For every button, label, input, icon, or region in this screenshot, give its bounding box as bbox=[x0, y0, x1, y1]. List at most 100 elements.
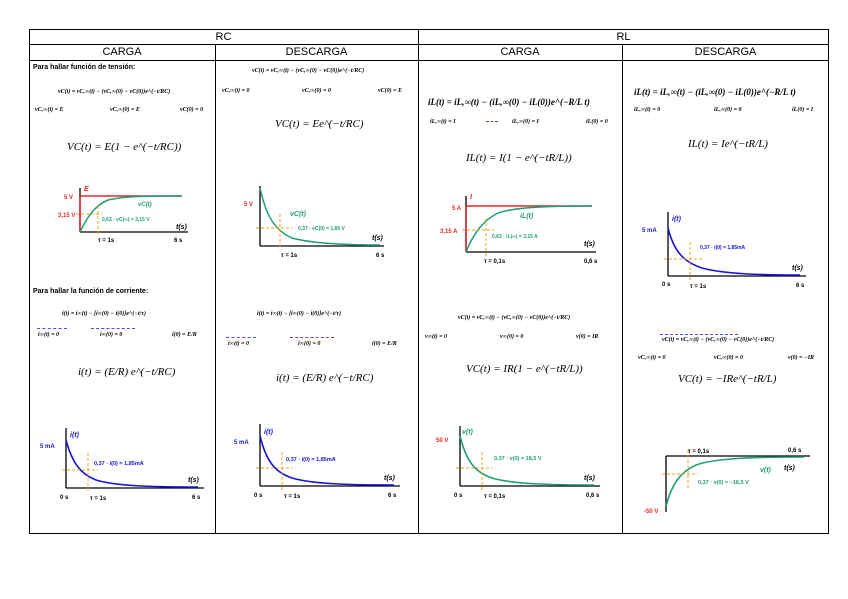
annotation-label: 0,37 · vC(0) = 1,85 V bbox=[298, 226, 345, 232]
source-label: I bbox=[470, 194, 473, 201]
current-condition: i∞(0) = 0 bbox=[100, 332, 123, 338]
column-rl-carga: CARGA bbox=[500, 46, 540, 58]
voltage-result-equation: VC(t) = IR(1 − e^(−tR/L)) bbox=[466, 363, 583, 375]
dashed-underline bbox=[91, 328, 135, 329]
current-condition: i(0) = E/R bbox=[372, 341, 397, 347]
current-general-equation: iL(t) = iL,∞(t) − (iL,∞(0) − iL(0))e^(−R… bbox=[634, 87, 796, 97]
section-voltage-title: Para hallar función de tensión: bbox=[33, 64, 136, 71]
current-condition: i∞(t) = 0 bbox=[228, 341, 250, 347]
voltage-result-equation: VC(t) = E(1 − e^(−t/RC)) bbox=[67, 141, 182, 153]
curve-label: v(t) bbox=[760, 467, 772, 474]
tau-label: τ = 1s bbox=[90, 496, 107, 502]
current-condition: iL(0) = I bbox=[792, 107, 814, 113]
dashed-underline bbox=[37, 328, 67, 329]
col-divider-3 bbox=[622, 44, 623, 534]
header-rl: RL bbox=[616, 31, 631, 43]
voltage-condition: vC(0) = E bbox=[378, 88, 403, 94]
t0-label: 0 s bbox=[60, 495, 69, 501]
tau-label: τ = 1s bbox=[284, 494, 301, 500]
current-result-equation: i(t) = (E/R) e^(−t/RC) bbox=[78, 366, 176, 378]
curve-label: vC(t) bbox=[290, 211, 307, 218]
tau-label: τ = 1s bbox=[281, 253, 298, 259]
column-rc-descarga: DESCARGA bbox=[285, 46, 348, 58]
level-label: 5 V bbox=[64, 195, 73, 201]
dashed-underline bbox=[226, 337, 256, 338]
t-end-label: 6 s bbox=[376, 253, 385, 259]
current-condition: iL,∞(0) = I bbox=[512, 119, 539, 125]
t0-label: 0 s bbox=[454, 493, 463, 499]
header-rc: RC bbox=[215, 31, 232, 43]
voltage-general-equation: vC(t) = vC,∞(t) − (vC,∞(0) − vC(0))e^(−t… bbox=[662, 337, 775, 343]
level-label: 5 A bbox=[452, 206, 462, 212]
level-label: 5 V bbox=[244, 202, 253, 208]
current-result-equation: i(t) = (E/R) e^(−t/RC) bbox=[276, 372, 374, 384]
annotation-label: 0,63 · vC(∞) = 3,15 V bbox=[102, 217, 150, 223]
voltage-condition: vC,∞(0) = 0 bbox=[714, 355, 743, 361]
voltage-condition: vC,∞(0) = 0 bbox=[302, 88, 331, 94]
t0-label: 0 s bbox=[662, 282, 671, 288]
curve-label: i(t) bbox=[264, 429, 274, 436]
source-label: E bbox=[84, 186, 89, 193]
curve-label: v(t) bbox=[462, 429, 474, 436]
curve-label: iL(t) bbox=[520, 213, 534, 220]
curve-label: i(t) bbox=[70, 432, 80, 439]
axis-label: t(s) bbox=[584, 241, 596, 248]
axis-label: t(s) bbox=[372, 235, 384, 242]
t-end-label: 0,6 s bbox=[788, 448, 802, 454]
curve-label: vC(t) bbox=[138, 202, 152, 208]
tau-label: τ = 0,1s bbox=[484, 494, 506, 500]
voltage-general-equation: vC(t) = vC,∞(t) − (vC,∞(0) − vC(0))e^(−t… bbox=[58, 89, 171, 95]
dashed-underline bbox=[486, 121, 498, 122]
mark-label: 3,15 A bbox=[440, 229, 458, 235]
current-general-equation: i(t) = i∞(t) − [i∞(0) − i(0)]e^(−t/τ) bbox=[257, 311, 341, 317]
section-current-title: Para hallar la función de corriente: bbox=[33, 288, 149, 295]
current-result-equation: IL(t) = I(1 − e^(−tR/L)) bbox=[466, 152, 572, 164]
t-end-label: 6 s bbox=[192, 495, 201, 501]
axis-label: t(s) bbox=[792, 265, 804, 272]
annotation-label: 0,37 · v(0) = −18,5 V bbox=[698, 480, 749, 486]
column-rc-carga: CARGA bbox=[102, 46, 142, 58]
t-end-label: 0,6 s bbox=[584, 259, 598, 265]
t-end-label: 6 s bbox=[388, 493, 397, 499]
header-divider bbox=[29, 44, 829, 45]
axis-label: t(s) bbox=[784, 465, 796, 472]
level-label: 5 mA bbox=[40, 444, 55, 450]
level-label: 50 V bbox=[436, 438, 448, 444]
mark-label: 3,15 V bbox=[58, 213, 75, 219]
columns-divider bbox=[29, 60, 829, 61]
voltage-condition: vC,∞(t) = 0 bbox=[638, 355, 666, 361]
voltage-condition: vC(0) = 0 bbox=[180, 107, 204, 113]
t-end-label: 6 s bbox=[174, 238, 183, 244]
annotation-label: 0,63 · iL(∞) = 3,15 A bbox=[492, 234, 538, 240]
rc-rl-table bbox=[29, 29, 829, 534]
current-result-equation: IL(t) = Ie^(−tR/L) bbox=[688, 138, 768, 150]
tau-label: τ = 0,1s bbox=[484, 259, 506, 265]
t-end-label: 6 s bbox=[796, 283, 805, 289]
current-condition: i(0) = E/R bbox=[172, 332, 197, 338]
level-label: -50 V bbox=[644, 509, 658, 515]
voltage-general-equation: vC(t) = vC,∞(t) − (vC,∞(0) − vC(0))e^(−t… bbox=[252, 68, 365, 74]
voltage-result-equation: VC(t) = −IRe^(−tR/L) bbox=[678, 373, 777, 385]
current-condition: iL(0) = 0 bbox=[586, 119, 608, 125]
current-condition: iL,∞(t) = 0 bbox=[634, 107, 661, 113]
axis-label: t(s) bbox=[584, 475, 596, 482]
current-condition: iL,∞(t) = I bbox=[430, 119, 456, 125]
voltage-general-equation: vC(t) = vC,∞(t) − (vC,∞(0) − vC(0))e^(−t… bbox=[458, 315, 571, 321]
column-rl-descarga: DESCARGA bbox=[694, 46, 757, 58]
voltage-condition: vC,∞(0) = E bbox=[110, 107, 140, 113]
current-condition: iL,∞(0) = 0 bbox=[714, 107, 742, 113]
axis-label: t(s) bbox=[188, 477, 200, 484]
tau-label: τ = 1s bbox=[690, 284, 707, 290]
current-general-equation: i(t) = i∞(t) − [i∞(0) − i(0)]e^(−t/τ) bbox=[62, 311, 146, 317]
axis-label: t(s) bbox=[176, 224, 188, 231]
dashed-underline bbox=[660, 334, 738, 335]
tau-label: τ = 0,1s bbox=[688, 449, 710, 455]
col-divider-1 bbox=[215, 44, 216, 534]
axis-label: t(s) bbox=[384, 475, 396, 482]
annotation-label: 0,37 · i(0) = 1,85mA bbox=[700, 245, 746, 251]
